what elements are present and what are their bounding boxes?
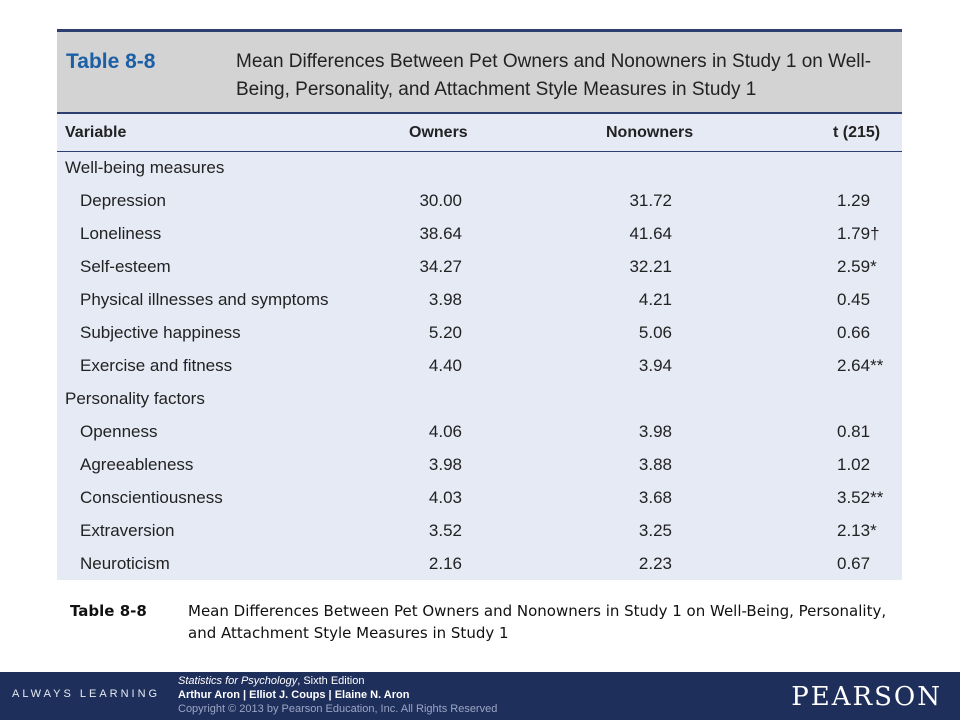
cell-t: 1.02 [837,455,871,474]
table-row: Well-being measures [57,152,902,185]
cell-owners: 3.98 [428,455,462,474]
cell-nonowners: 5.06 [638,323,672,342]
cell-nonowners: 3.94 [638,356,672,375]
cell-owners: 3.98 [428,290,462,309]
book-title-line: Statistics for Psychology, Sixth Edition [178,674,497,688]
cell-t: 1.29 [837,191,871,210]
table-row: Extraversion 3.52 3.25 2.13* [57,515,902,548]
table-row: Conscientiousness 4.03 3.68 3.52** [57,482,902,515]
cell-variable: Self-esteem [80,257,171,276]
cell-owners: 38.64 [419,224,462,243]
cell-owners: 3.52 [428,521,462,540]
cell-t: 2.59* [837,257,877,276]
header-owners: Owners [409,124,468,141]
cell-nonowners: 3.88 [638,455,672,474]
header-variable: Variable [65,124,127,141]
header-nonowners: Nonowners [606,124,694,141]
table-row: Loneliness 38.64 41.64 1.79† [57,218,902,251]
cell-t: 1.79† [837,224,880,243]
copyright: Copyright © 2013 by Pearson Education, I… [178,703,498,715]
cell-nonowners: 4.21 [638,290,672,309]
table-body: Well-being measures Depression 30.00 31.72 1… [57,152,902,581]
table-panel: Table 8-8 Mean Differences Between Pet O… [57,29,902,580]
cell-variable: Agreeableness [80,455,194,474]
table-title-band: Table 8-8 Mean Differences Between Pet O… [57,32,902,114]
table-row: Physical illnesses and symptoms 3.98 4.21 0… [57,284,902,317]
cell-owners: 4.40 [428,356,462,375]
cell-t: 0.45 [837,290,871,309]
table-row: Personality factors [57,383,902,416]
cell-t: 0.66 [837,323,871,342]
book-info: Statistics for Psychology, Sixth Edition… [178,674,497,716]
cell-nonowners: 3.25 [638,521,672,540]
cell-variable: Neuroticism [80,554,170,573]
table-row: Subjective happiness 5.20 5.06 0.66 [57,317,902,350]
cell-nonowners: 3.98 [638,422,672,441]
caption-label: Table 8-8 [70,602,147,620]
cell-t: 3.52** [837,488,884,507]
cell-variable: Depression [80,191,166,210]
cell-variable: Loneliness [80,224,162,243]
cell-nonowners: 41.64 [629,224,672,243]
cell-variable: Subjective happiness [80,323,241,342]
cell-owners: 2.16 [428,554,462,573]
caption-text: Mean Differences Between Pet Owners and … [188,602,887,642]
table-row: Neuroticism 2.16 2.23 0.67 [57,548,902,581]
table-title: Mean Differences Between Pet Owners and … [236,51,872,100]
table-row: Agreeableness 3.98 3.88 1.02 [57,449,902,482]
cell-t: 0.81 [837,422,871,441]
table-row: Openness 4.06 3.98 0.81 [57,416,902,449]
cell-variable: Exercise and fitness [80,356,233,375]
book-title: Statistics for Psychology [178,675,298,687]
book-edition: , Sixth Edition [297,675,365,687]
cell-nonowners: 3.68 [638,488,672,507]
cell-t: 2.13* [837,521,877,540]
table-label: Table 8-8 [66,50,156,73]
header-t: t (215) [833,124,881,141]
cell-owners: 34.27 [419,257,462,276]
cell-variable: Openness [80,422,158,441]
book-authors: Arthur Aron | Elliot J. Coups | Elaine N… [178,689,410,701]
cell-t: 2.64** [837,356,884,375]
pearson-logo: PEARSON [791,682,942,712]
footer-bar: ALWAYS LEARNING Statistics for Psycholog… [0,672,960,720]
cell-owners: 4.03 [428,488,462,507]
cell-owners: 4.06 [428,422,462,441]
cell-variable: Well-being measures [65,158,225,177]
table-row: Depression 30.00 31.72 1.29 [57,185,902,218]
cell-nonowners: 31.72 [629,191,672,210]
cell-variable: Conscientiousness [80,488,223,507]
cell-owners: 30.00 [419,191,462,210]
cell-nonowners: 32.21 [629,257,672,276]
cell-variable: Physical illnesses and symptoms [80,290,329,309]
table-row: Exercise and fitness 4.40 3.94 2.64** [57,350,902,383]
cell-nonowners: 2.23 [638,554,672,573]
cell-t: 0.67 [837,554,871,573]
table-header-row: Variable Owners Nonowners t (215) [57,114,902,152]
table-row: Self-esteem 34.27 32.21 2.59* [57,251,902,284]
cell-variable: Extraversion [80,521,175,540]
cell-variable: Personality factors [65,389,205,408]
footer-tagline: ALWAYS LEARNING [12,688,161,700]
cell-owners: 5.20 [428,323,462,342]
